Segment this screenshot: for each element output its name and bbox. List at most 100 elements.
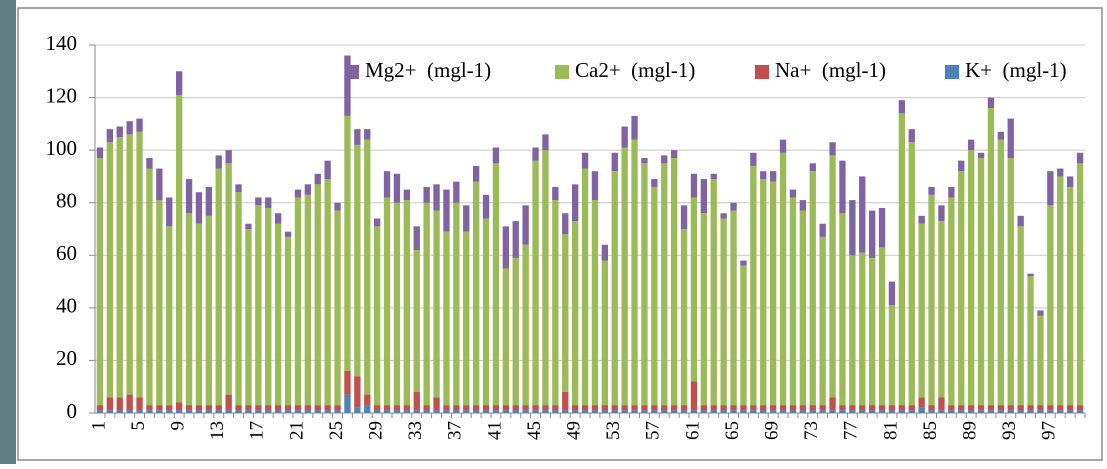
bar-segment (601, 405, 609, 411)
bar-segment (1027, 273, 1034, 277)
bar-segment (225, 163, 232, 395)
bar-segment (383, 405, 391, 411)
bar-segment (1007, 405, 1014, 411)
bar-segment (700, 405, 708, 411)
bar-segment (443, 231, 450, 406)
bar-segment (799, 405, 807, 411)
bar-segment (868, 410, 876, 413)
bar-segment (175, 402, 183, 411)
bar-segment (195, 223, 203, 406)
bar-segment (413, 410, 420, 413)
bar-segment (700, 179, 708, 214)
bar-segment (958, 160, 965, 172)
bar-segment (166, 410, 173, 413)
bar-segment (314, 410, 321, 413)
bar-segment (878, 405, 886, 411)
bar-segment (344, 55, 351, 116)
x-tick-label: 41 (484, 421, 505, 440)
bar-segment (482, 194, 490, 219)
bar-segment (136, 397, 143, 411)
bar-segment (1066, 186, 1074, 406)
bar-segment (453, 410, 460, 413)
bar-segment (126, 394, 133, 411)
bar-segment (502, 410, 510, 413)
bar-segment (502, 226, 510, 269)
bar-segment (769, 410, 777, 413)
bar-segment (304, 410, 312, 413)
bar-segment (552, 186, 559, 201)
bar-segment (948, 186, 955, 198)
bar-segment (195, 192, 203, 224)
bar-segment (512, 405, 519, 411)
bar-segment (393, 202, 401, 406)
bar-segment (354, 376, 361, 408)
bar-segment (284, 405, 292, 411)
bar-segment (918, 407, 925, 413)
bar-segment (472, 405, 480, 411)
bar-segment (96, 410, 104, 413)
bar-segment (581, 410, 589, 413)
bar-segment (1047, 405, 1054, 411)
bar-segment (938, 397, 945, 411)
bar-segment (819, 405, 826, 411)
x-tick-label: 97 (1039, 421, 1060, 440)
bar-segment (1037, 405, 1044, 411)
bar-segment (195, 410, 203, 413)
bar-segment (146, 405, 153, 411)
bar-segment (1076, 163, 1084, 406)
bar-segment (987, 108, 995, 406)
bar-segment (274, 223, 282, 406)
bar-segment (225, 394, 232, 411)
bar-segment (967, 139, 975, 151)
bar-segment (690, 197, 698, 382)
bar-segment (205, 405, 213, 411)
bar-segment (769, 405, 777, 411)
bar-segment (859, 252, 866, 406)
bar-segment (393, 173, 401, 203)
x-tick-label: 1 (88, 421, 109, 431)
bar-segment (661, 410, 668, 413)
bar-segment (997, 410, 1005, 413)
bar-segment (354, 129, 361, 145)
bar-segment (878, 247, 886, 406)
bar-segment (354, 407, 361, 413)
bar-segment (482, 405, 490, 411)
bar-segment (967, 405, 975, 411)
bar-segment (1066, 410, 1074, 413)
bar-segment (136, 131, 143, 398)
bar-segment (799, 410, 807, 413)
bar-segment (720, 213, 727, 219)
bar-segment (562, 213, 569, 235)
bar-segment (918, 215, 925, 224)
bar-segment (977, 152, 985, 159)
bar-segment (1047, 410, 1054, 413)
bar-segment (641, 158, 648, 164)
bar-segment (680, 229, 688, 406)
bar-segment (433, 397, 440, 411)
bar-segment (215, 410, 222, 413)
bar-segment (96, 147, 104, 159)
bar-segment (740, 410, 747, 413)
bar-segment (1037, 315, 1044, 406)
bar-segment (185, 410, 193, 413)
bar-segment (868, 210, 876, 258)
bar-segment (591, 405, 599, 411)
bar-segment (977, 410, 985, 413)
bar-segment (1076, 410, 1084, 413)
bar-segment (1037, 410, 1044, 413)
y-tick-label: 60 (56, 241, 77, 265)
bar-segment (314, 405, 321, 411)
bar-segment (482, 218, 490, 406)
bar-segment (908, 142, 915, 406)
bar-segment (304, 194, 312, 406)
bar-segment (106, 397, 114, 411)
bar-segment (156, 168, 163, 201)
bar-segment (265, 405, 272, 411)
x-tick-label: 49 (564, 421, 585, 440)
bar-segment (661, 405, 668, 411)
bar-segment (987, 97, 995, 109)
bar-segment (443, 189, 450, 232)
bar-segment (730, 405, 737, 411)
bar-segment (651, 410, 658, 413)
bar-segment (958, 405, 965, 411)
